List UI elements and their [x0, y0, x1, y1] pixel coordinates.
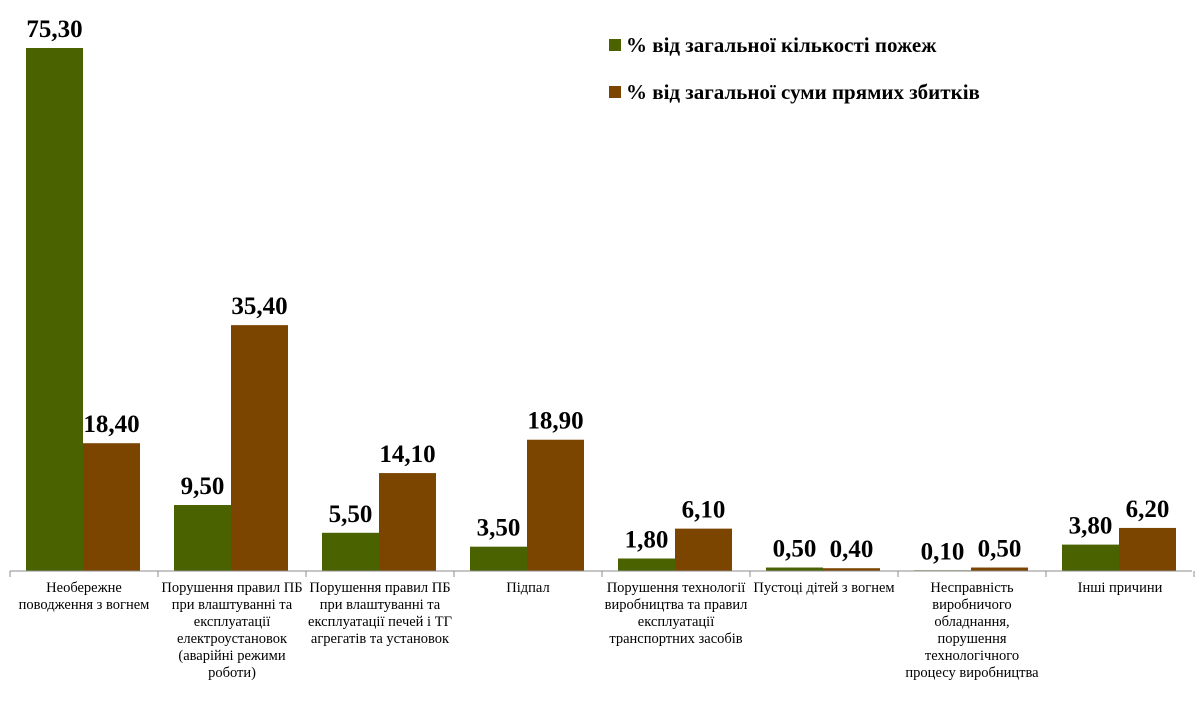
- category-label-4: Підпал: [506, 580, 550, 596]
- value-label-series-1-cat-1: 75,30: [26, 16, 82, 43]
- bar-series-2-cat-3: [379, 473, 436, 571]
- value-label-series-1-cat-7: 0,10: [921, 538, 965, 565]
- bar-series-2-cat-5: [675, 528, 732, 571]
- category-label-7: Несправність виробничого обладнання, пор…: [905, 580, 1039, 681]
- bar-series-2-cat-1: [83, 443, 140, 571]
- bar-series-2-cat-2: [231, 325, 288, 571]
- category-label-5: Порушення технології виробництва та прав…: [604, 580, 748, 647]
- bar-series-1-cat-5: [618, 558, 675, 571]
- category-label-1: Необережне поводження з вогнем: [18, 580, 150, 613]
- category-label-3: Порушення правил ПБ при влаштуванні та е…: [308, 580, 452, 647]
- category-label-6: Пустоці дітей з вогнем: [753, 580, 895, 596]
- bar-series-1-cat-4: [470, 546, 527, 571]
- value-label-series-1-cat-3: 5,50: [329, 501, 373, 528]
- value-label-series-2-cat-5: 6,10: [682, 497, 726, 524]
- value-label-series-2-cat-2: 35,40: [231, 293, 287, 320]
- bar-series-1-cat-3: [322, 532, 379, 571]
- value-label-series-2-cat-1: 18,40: [83, 411, 139, 438]
- value-labels-group: 75,30 18,40 9,50 35,40 5,50 14,10 3,50 18,90 1,8…: [26, 16, 1169, 565]
- x-axis-ticks: [9, 571, 1195, 577]
- legend-swatch-series-1: [609, 39, 621, 51]
- legend: % від загальної кількості пожеж % від за…: [609, 33, 980, 104]
- value-label-series-2-cat-3: 14,10: [379, 441, 435, 468]
- legend-label-series-1: % від загальної кількості пожеж: [626, 33, 937, 57]
- value-label-series-1-cat-2: 9,50: [181, 473, 225, 500]
- value-label-series-1-cat-8: 3,80: [1069, 513, 1113, 540]
- legend-swatch-series-2: [609, 86, 621, 98]
- bars-group: [26, 48, 1176, 572]
- legend-label-series-2: % від загальної суми прямих збитків: [626, 80, 980, 104]
- bar-series-2-cat-7: [971, 567, 1028, 571]
- bar-series-2-cat-6: [823, 568, 880, 571]
- bar-series-2-cat-4: [527, 439, 584, 571]
- value-label-series-2-cat-6: 0,40: [830, 536, 874, 563]
- value-label-series-2-cat-7: 0,50: [978, 536, 1022, 563]
- category-label-8: Інші причини: [1077, 580, 1163, 596]
- bar-series-1-cat-8: [1062, 544, 1119, 571]
- value-label-series-1-cat-5: 1,80: [625, 526, 669, 553]
- value-label-series-2-cat-4: 18,90: [527, 408, 583, 435]
- bar-series-1-cat-2: [174, 505, 231, 571]
- bar-series-1-cat-1: [26, 48, 83, 571]
- category-label-2: Порушення правил ПБ при влаштуванні та е…: [161, 580, 303, 681]
- value-label-series-1-cat-4: 3,50: [477, 515, 521, 542]
- bar-series-1-cat-6: [766, 567, 823, 571]
- value-label-series-1-cat-6: 0,50: [773, 536, 817, 563]
- bar-series-2-cat-8: [1119, 527, 1176, 571]
- value-label-series-2-cat-8: 6,20: [1126, 496, 1170, 523]
